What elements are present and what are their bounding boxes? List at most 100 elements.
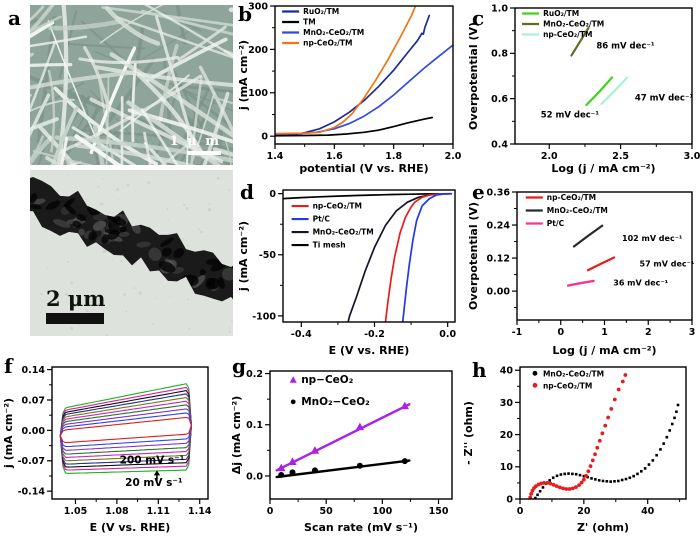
panel-b-oer-lsv: 1.4 1.6 1.8 2.0 0 100 200 300 potential (V vs. R… [235,0,465,178]
svg-text:1.0: 1.0 [491,3,508,14]
svg-text:0.07: 0.07 [22,395,45,406]
svg-text:np−CeO₂: np−CeO₂ [301,374,354,386]
panel-d-her-lsv: -0.4 -0.2 0.0 0 -50 -100 E (V vs. RHE) j (mA cm… [235,178,465,360]
svg-text:Z' (ohm): Z' (ohm) [577,521,629,534]
svg-text:0.24: 0.24 [487,220,511,231]
svg-text:2: 2 [645,327,652,338]
svg-text:40: 40 [641,506,655,517]
svg-text:Log (j / mA cm⁻²): Log (j / mA cm⁻²) [551,162,655,175]
svg-text:1.11: 1.11 [147,506,170,517]
panel-label-e: e [472,180,485,204]
svg-text:Δj (mA cm⁻²): Δj (mA cm⁻²) [230,396,243,475]
nyquist-chart: 0 20 40 0 10 20 30 40 Z' (ohm) - Z'' (ohm) MnO₂-Ce… [462,366,687,534]
svg-text:-1: -1 [512,327,523,338]
svg-text:E (V vs. RHE): E (V vs. RHE) [329,344,410,357]
svg-text:-50: -50 [259,250,277,261]
svg-text:TM: TM [303,18,316,27]
svg-text:MnO₂-CeO₂/TM: MnO₂-CeO₂/TM [547,206,608,215]
svg-text:2.0: 2.0 [541,151,558,162]
tem-image: 2 μm [30,170,233,336]
svg-text:MnO₂-CeO₂/TM: MnO₂-CeO₂/TM [313,228,374,237]
svg-text:1.14: 1.14 [188,506,212,517]
svg-text:Overpotential (V): Overpotential (V) [467,22,480,130]
svg-text:0: 0 [267,506,274,517]
svg-text:- Z'' (ohm): - Z'' (ohm) [462,401,475,465]
svg-text:0.2: 0.2 [246,369,263,380]
svg-text:86 mV dec⁻¹: 86 mV dec⁻¹ [596,41,655,51]
svg-text:102 mV dec⁻¹: 102 mV dec⁻¹ [622,234,683,243]
svg-text:47 mV dec⁻¹: 47 mV dec⁻¹ [635,93,694,103]
svg-text:0.8: 0.8 [491,49,508,60]
svg-text:potential (V vs. RHE): potential (V vs. RHE) [299,162,428,175]
sem-scale-bar: 1 μ m [170,135,221,155]
panel-label-d: d [240,180,254,204]
panel-g-scan-rate: 0 50 100 150 0.0 0.1 0.2 Scan rate (mV s⁻¹) Δj (… [228,355,460,537]
svg-text:np-CeO₂/TM: np-CeO₂/TM [543,381,592,390]
svg-text:20 mV s⁻¹: 20 mV s⁻¹ [125,477,183,489]
svg-text:200: 200 [248,45,268,56]
svg-text:Log (j / mA cm⁻²): Log (j / mA cm⁻²) [552,344,656,357]
svg-text:20: 20 [500,430,514,441]
svg-text:57 mV dec⁻¹: 57 mV dec⁻¹ [640,259,695,268]
svg-text:0.00: 0.00 [22,426,46,437]
svg-text:np-CeO₂/TM: np-CeO₂/TM [303,39,352,48]
svg-text:200 mV s⁻¹: 200 mV s⁻¹ [120,454,185,466]
tem-scale-label: 2 μm [46,286,106,311]
svg-text:100: 100 [248,88,268,99]
svg-text:0.4: 0.4 [491,139,508,150]
her-lsv-chart: -0.4 -0.2 0.0 0 -50 -100 E (V vs. RHE) j (mA cm… [237,189,456,357]
svg-text:E (V vs. RHE): E (V vs. RHE) [90,521,171,534]
sem-scale-label: 1 μ m [169,134,221,149]
svg-text:MnO₂-CeO₂/TM: MnO₂-CeO₂/TM [303,28,364,37]
panel-h-nyquist: 0 20 40 0 10 20 30 40 Z' (ohm) - Z'' (ohm) MnO₂-Ce… [460,355,700,537]
svg-text:0.00: 0.00 [487,286,511,297]
svg-text:1.05: 1.05 [64,506,87,517]
svg-text:j (mA cm⁻²): j (mA cm⁻²) [237,40,250,111]
panel-f-cv-curves: 1.05 1.08 1.11 1.14 -0.14 -0.07 0.00 0.07 0.14 E … [0,355,230,537]
svg-text:j (mA cm⁻²): j (mA cm⁻²) [2,398,15,469]
svg-text:2.5: 2.5 [612,151,629,162]
svg-text:Scan rate (mV s⁻¹): Scan rate (mV s⁻¹) [304,521,418,534]
panel-label-h: h [472,358,487,382]
panel-label-g: g [232,354,246,378]
svg-text:0.36: 0.36 [487,187,511,198]
svg-text:Pt/C: Pt/C [313,215,331,224]
sem-image: 1 μ m [30,5,233,165]
svg-text:0: 0 [506,494,513,505]
svg-text:0.12: 0.12 [487,253,510,264]
svg-text:100: 100 [372,506,392,517]
panel-label-f: f [4,354,13,378]
svg-text:150: 150 [429,506,449,517]
svg-text:0: 0 [557,327,564,338]
svg-text:1: 1 [601,327,608,338]
svg-text:MnO₂-CeO₂/TM: MnO₂-CeO₂/TM [543,369,604,378]
svg-text:0: 0 [517,506,524,517]
svg-text:30: 30 [500,398,514,409]
svg-text:0: 0 [269,189,276,200]
svg-text:1.08: 1.08 [105,506,129,517]
svg-text:0: 0 [261,132,268,143]
svg-text:np-CeO₂/TM: np-CeO₂/TM [313,202,362,211]
svg-text:0.14: 0.14 [22,365,46,376]
oer-tafel-chart: 2.0 2.5 3.0 0.4 0.6 0.8 1.0 Log (j / mA cm⁻²) Ov… [467,3,700,175]
svg-text:RuO₂/TM: RuO₂/TM [543,9,579,18]
svg-text:Pt/C: Pt/C [547,219,565,228]
svg-text:-0.2: -0.2 [364,329,385,340]
svg-text:Overpotential (V): Overpotential (V) [467,202,480,310]
svg-text:-0.4: -0.4 [291,329,312,340]
svg-text:Ti mesh: Ti mesh [313,241,346,250]
svg-text:1.8: 1.8 [385,151,402,162]
svg-text:0.6: 0.6 [491,94,508,105]
svg-text:10: 10 [500,462,514,473]
cv-chart: 1.05 1.08 1.11 1.14 -0.14 -0.07 0.00 0.07 0.14 E … [2,365,212,534]
svg-text:RuO₂/TM: RuO₂/TM [303,7,339,16]
svg-text:MnO₂-CeO₂/TM: MnO₂-CeO₂/TM [543,20,604,29]
svg-text:36 mV dec⁻¹: 36 mV dec⁻¹ [613,279,668,288]
svg-text:0.0: 0.0 [439,329,456,340]
svg-text:0.1: 0.1 [246,420,263,431]
svg-text:np-CeO₂/TM: np-CeO₂/TM [543,30,592,39]
svg-text:2.0: 2.0 [445,151,462,162]
svg-text:MnO₂−CeO₂: MnO₂−CeO₂ [301,396,370,408]
svg-text:-0.14: -0.14 [18,487,46,498]
